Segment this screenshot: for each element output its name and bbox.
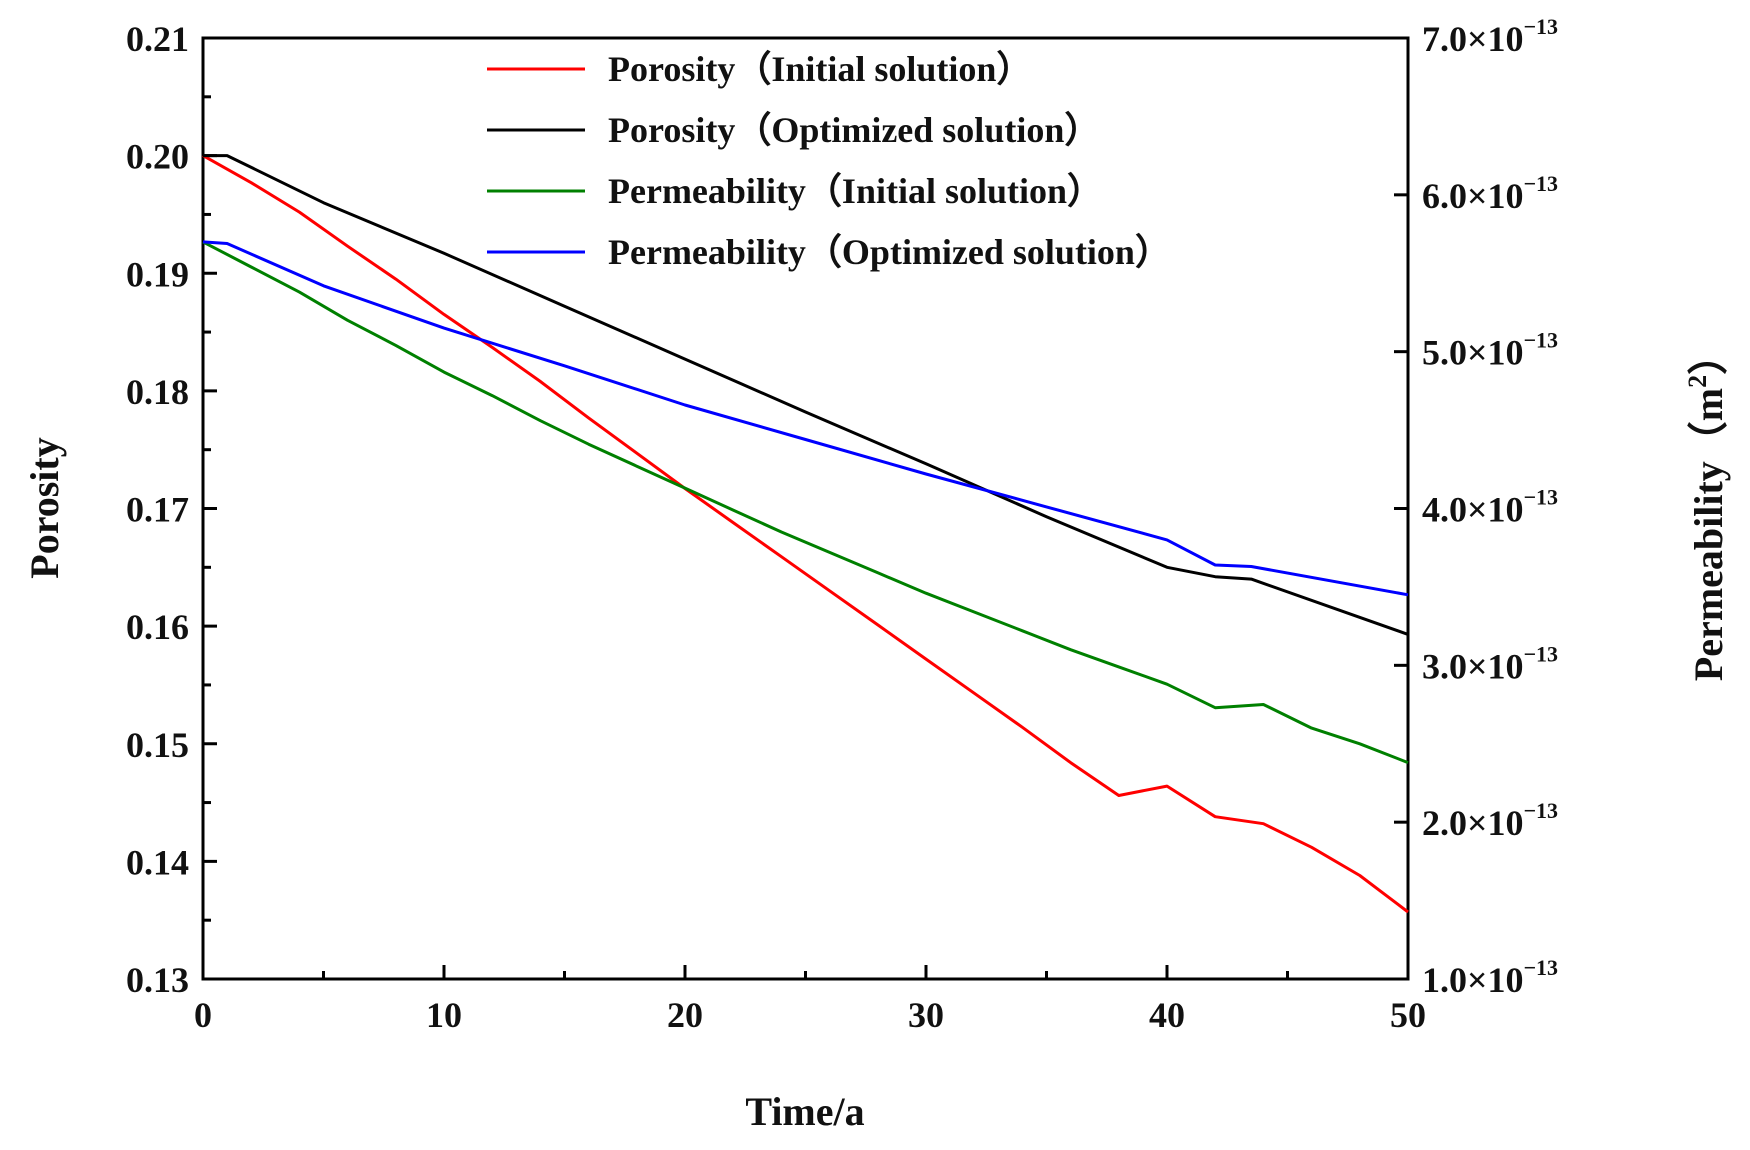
right-y-axis-title: Permeability（m2） — [1683, 335, 1731, 681]
right-y-tick-base: ×10 — [1467, 490, 1524, 530]
left-y-tick-label: 0.21 — [126, 19, 189, 59]
legend: Porosity（Initial solution） Porosity（Optim… — [487, 49, 1171, 272]
series-line-0 — [202, 154, 1409, 914]
right-y-tick-label: 6.0×10−13 — [1422, 171, 1558, 216]
right-y-tick-base: ×10 — [1467, 646, 1524, 686]
legend-label-2: Permeability（Initial solution） — [608, 171, 1103, 211]
right-y-tick-label: 2.0×10−13 — [1422, 798, 1558, 843]
left-y-tick-label: 0.18 — [126, 372, 189, 412]
left-y-tick-label: 0.17 — [126, 490, 189, 530]
right-y-tick-base: ×10 — [1467, 803, 1524, 843]
series-lines — [202, 154, 1409, 914]
right-y-tick-mantissa: 4.0 — [1422, 490, 1467, 530]
legend-label-0: Porosity（Initial solution） — [608, 49, 1032, 89]
right-y-tick-mantissa: 5.0 — [1422, 333, 1467, 373]
left-y-tick-label: 0.13 — [126, 960, 189, 1000]
right-y-title-close: ） — [1686, 335, 1731, 375]
right-y-tick-base: ×10 — [1467, 333, 1524, 373]
right-y-tick-mantissa: 6.0 — [1422, 176, 1467, 216]
x-tick-label: 40 — [1149, 995, 1185, 1035]
left-y-tick-label: 0.19 — [126, 254, 189, 294]
x-tick-label: 20 — [667, 995, 703, 1035]
right-y-tick-exponent: −13 — [1524, 171, 1559, 196]
left-y-axis-title: Porosity — [22, 437, 67, 578]
right-y-tick-label: 4.0×10−13 — [1422, 485, 1558, 530]
right-y-tick-base: ×10 — [1467, 176, 1524, 216]
left-y-tick-label: 0.14 — [126, 842, 189, 882]
x-axis-title: Time/a — [745, 1089, 864, 1134]
right-y-tick-exponent: −13 — [1524, 328, 1559, 353]
right-y-tick-base: ×10 — [1467, 960, 1524, 1000]
x-axis-ticks: 0 10 20 30 40 50 — [194, 965, 1426, 1035]
right-y-title-superscript: 2 — [1683, 375, 1712, 388]
legend-label-1: Porosity（Optimized solution） — [608, 110, 1100, 150]
right-y-tick-exponent: −13 — [1524, 14, 1559, 39]
x-tick-label: 30 — [908, 995, 944, 1035]
right-y-tick-label: 3.0×10−13 — [1422, 641, 1558, 686]
right-y-tick-mantissa: 2.0 — [1422, 803, 1467, 843]
x-tick-label: 0 — [194, 995, 212, 1035]
right-y-tick-base: ×10 — [1467, 19, 1524, 59]
series-line-2 — [202, 240, 1409, 764]
right-y-title-text: Permeability（m — [1686, 388, 1731, 681]
right-y-tick-exponent: −13 — [1524, 798, 1559, 823]
right-y-tick-label: 5.0×10−13 — [1422, 328, 1558, 373]
right-y-tick-exponent: −13 — [1524, 955, 1559, 980]
left-y-tick-label: 0.15 — [126, 725, 189, 765]
right-y-tick-exponent: −13 — [1524, 641, 1559, 666]
right-y-tick-mantissa: 1.0 — [1422, 960, 1467, 1000]
series-line-1 — [203, 154, 1409, 636]
x-tick-label: 10 — [426, 995, 462, 1035]
x-tick-label: 50 — [1390, 995, 1426, 1035]
right-y-tick-mantissa: 3.0 — [1422, 646, 1467, 686]
right-y-tick-label: 7.0×10−13 — [1422, 14, 1558, 59]
legend-label-3: Permeability（Optimized solution） — [608, 232, 1171, 272]
left-y-tick-label: 0.16 — [126, 607, 189, 647]
right-y-axis-ticks: 1.0×10−132.0×10−133.0×10−134.0×10−135.0×… — [1394, 14, 1558, 1000]
right-y-tick-label: 1.0×10−13 — [1422, 955, 1558, 1000]
right-y-tick-mantissa: 7.0 — [1422, 19, 1467, 59]
left-y-axis-ticks: 0.13 0.14 0.15 0.16 0.17 0.18 0.19 0.20 0.21 — [126, 19, 217, 1000]
series-line-3 — [202, 240, 1409, 597]
right-y-tick-exponent: −13 — [1524, 485, 1559, 510]
left-y-tick-label: 0.20 — [126, 137, 189, 177]
